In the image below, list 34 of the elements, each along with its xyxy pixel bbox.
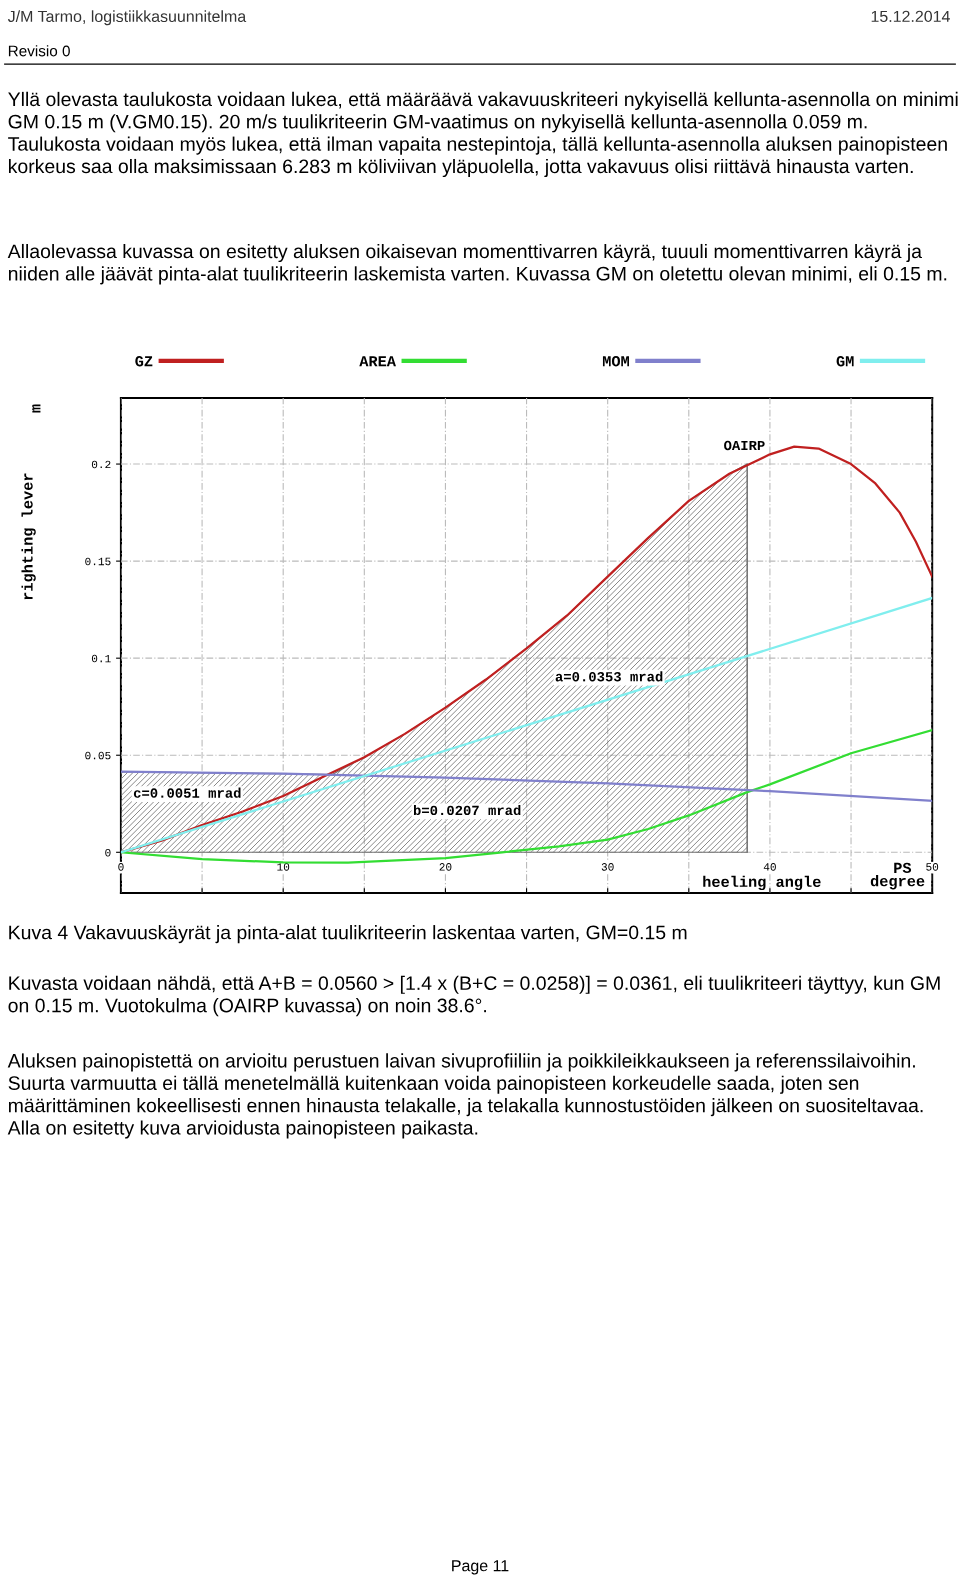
- x-tick-label: 50: [926, 863, 939, 871]
- annotation: OAIRP: [724, 440, 765, 451]
- text: Page 11: [452, 1560, 509, 1575]
- x-axis-title: heeling angle: [703, 875, 821, 891]
- y-axis-title: righting lever: [21, 473, 36, 600]
- text: 15.12.2014: [871, 10, 950, 23]
- x-tick-label: 0: [118, 863, 124, 871]
- text: J/M Tarmo, logistiikkasuunnitelma: [7, 10, 247, 26]
- annotation: b=0.0207 mrad: [413, 804, 521, 816]
- y-tick-label: 0.1: [91, 654, 111, 663]
- legend-label: AREA: [359, 356, 396, 367]
- y-tick-label: 0.2: [91, 460, 111, 469]
- text: Allaolevassa kuvassa on esitetty aluksen oikaisevan momenttivarren käyrä, tuuuli momenttivarren käyrä ja niiden alle jäävät pinta-alat tuulikriteerin laskemista varten. Kuvassa GM on oletettu olevan minimi, eli 0.15 m.: [7, 243, 947, 285]
- text: Yllä olevasta taulukosta voidaan lukea, että määräävä vakavuuskriteeri nykyisellä kellunta-asennolla on minimi GM 0.15 m (V.GM0.15). 20 m/s tuulikriteerin GM-vaatimus on nykyisellä kellunta-asennolla 0.059 m. Taulukosta voidaan myös lukea, että ilman vapaita nestepintoja, tällä kellunta-asennolla aluksen painopisteen korkeus saa olla maksimissaan 6.283 m köliviivan yläpuolella, jotta vakavuus olisi riittävä hinausta varten.: [8, 91, 958, 178]
- text: Aluksen painopistettä on arvioitu perustuen laivan sivuprofiiliin ja poikkileikkaukseen ja referenssilaivoihin. Suurta varmuutta ei tällä menetelmällä kuitenkaan voida painopisteen korkeudelle saada, joten sen määrittäminen kokeellisesti ennen hinausta telakalle, ja telakalla kunnostustöiden jälkeen on suositeltavaa. Alla on esitetty kuva arvioidusta painopisteen paikasta.: [7, 1053, 923, 1139]
- annotation: degree: [870, 875, 925, 890]
- x-tick-label: 40: [763, 863, 776, 871]
- legend-label: MOM: [602, 356, 629, 367]
- y-tick-label: 0.15: [85, 557, 111, 566]
- text: Revisio 0: [8, 45, 70, 57]
- y-tick-label: 0: [105, 848, 111, 857]
- text: Kuva 4 Vakavuuskäyrät ja pinta-alat tuulikriteerin laskentaa varten, GM=0.15 m: [9, 925, 687, 944]
- y-tick-label: 0.05: [85, 751, 111, 760]
- x-tick-label: 10: [277, 863, 290, 871]
- text: m: [32, 404, 41, 413]
- legend-label: GM: [836, 356, 854, 367]
- legend-label: GZ: [135, 356, 153, 367]
- text: Kuvasta voidaan nähdä, että A+B = 0.0560 > [1.4 x (B+C = 0.0258)] = 0.0361, eli tuulikriteeri täyttyy, kun GM on 0.15 m. Vuotokulma (OAIRP kuvassa) on noin 38.6°.: [8, 975, 940, 1017]
- annotation: PS: [894, 862, 912, 874]
- x-tick-label: 20: [439, 863, 452, 871]
- annotation: a=0.0353 mrad: [555, 671, 663, 682]
- annotation: c=0.0051 mrad: [133, 787, 241, 798]
- x-tick-label: 30: [601, 863, 614, 871]
- line-series: [120, 770, 933, 802]
